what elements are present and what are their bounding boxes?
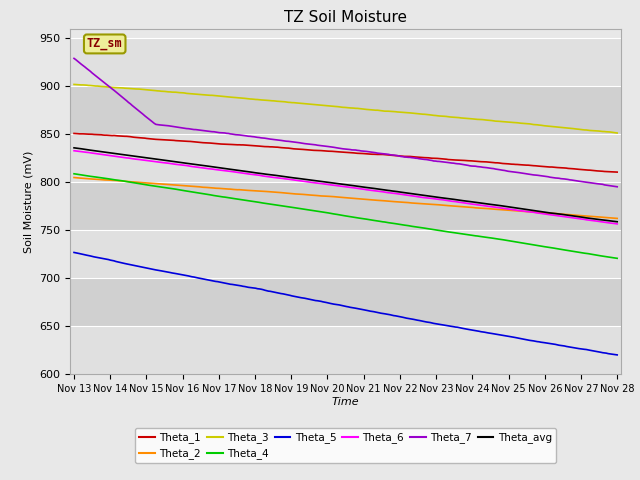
- Theta_2: [392, 199, 399, 204]
- Theta_3: [70, 82, 78, 87]
- Theta_2: [394, 199, 401, 205]
- Theta_3: [528, 121, 536, 127]
- X-axis label: Time: Time: [332, 397, 360, 407]
- Theta_7: [392, 153, 399, 158]
- Theta_4: [563, 247, 570, 253]
- Theta_6: [72, 148, 79, 154]
- Line: Theta_1: Theta_1: [74, 133, 617, 172]
- Theta_avg: [394, 189, 401, 194]
- Theta_5: [403, 315, 410, 321]
- Theta_7: [394, 153, 401, 158]
- Y-axis label: Soil Moisture (mV): Soil Moisture (mV): [24, 150, 34, 253]
- Theta_6: [70, 148, 78, 154]
- Theta_1: [613, 169, 621, 175]
- Theta_6: [394, 191, 401, 197]
- Theta_6: [528, 209, 536, 215]
- Theta_avg: [72, 145, 79, 151]
- Text: TZ_sm: TZ_sm: [87, 37, 122, 50]
- Theta_1: [392, 153, 399, 158]
- Theta_2: [613, 216, 621, 221]
- Bar: [70, 182, 621, 230]
- Theta_2: [403, 200, 410, 205]
- Legend: Theta_1, Theta_2, Theta_3, Theta_4, Theta_5, Theta_6, Theta_7, Theta_avg: Theta_1, Theta_2, Theta_3, Theta_4, Thet…: [135, 428, 556, 463]
- Bar: [70, 86, 621, 134]
- Theta_3: [563, 125, 570, 131]
- Theta_4: [70, 171, 78, 177]
- Theta_2: [528, 209, 536, 215]
- Theta_7: [72, 57, 79, 62]
- Line: Theta_7: Theta_7: [74, 59, 617, 187]
- Theta_4: [613, 255, 621, 261]
- Theta_avg: [392, 189, 399, 194]
- Theta_3: [403, 110, 410, 116]
- Theta_5: [70, 250, 78, 255]
- Theta_7: [70, 56, 78, 61]
- Line: Theta_5: Theta_5: [74, 252, 617, 355]
- Theta_1: [403, 154, 410, 159]
- Line: Theta_3: Theta_3: [74, 84, 617, 133]
- Theta_6: [403, 192, 410, 198]
- Bar: [70, 278, 621, 326]
- Theta_1: [563, 165, 570, 171]
- Theta_5: [613, 352, 621, 358]
- Line: Theta_2: Theta_2: [74, 178, 617, 218]
- Line: Theta_6: Theta_6: [74, 151, 617, 224]
- Theta_avg: [528, 207, 536, 213]
- Line: Theta_4: Theta_4: [74, 174, 617, 258]
- Theta_5: [394, 313, 401, 319]
- Theta_4: [394, 221, 401, 227]
- Theta_5: [563, 344, 570, 349]
- Theta_4: [392, 221, 399, 227]
- Theta_1: [70, 131, 78, 136]
- Theta_5: [392, 313, 399, 319]
- Theta_7: [403, 154, 410, 160]
- Theta_7: [613, 184, 621, 190]
- Theta_avg: [403, 190, 410, 196]
- Theta_2: [70, 175, 78, 180]
- Line: Theta_avg: Theta_avg: [74, 148, 617, 222]
- Theta_7: [563, 176, 570, 182]
- Theta_3: [613, 130, 621, 136]
- Theta_3: [72, 82, 79, 87]
- Bar: [70, 326, 621, 374]
- Theta_avg: [563, 212, 570, 218]
- Theta_4: [528, 241, 536, 247]
- Theta_4: [72, 171, 79, 177]
- Theta_avg: [613, 219, 621, 225]
- Theta_7: [528, 172, 536, 178]
- Theta_5: [72, 250, 79, 256]
- Bar: [70, 134, 621, 182]
- Theta_1: [528, 163, 536, 168]
- Theta_1: [72, 131, 79, 136]
- Theta_6: [563, 214, 570, 220]
- Theta_3: [392, 109, 399, 115]
- Bar: [70, 230, 621, 278]
- Theta_avg: [70, 145, 78, 151]
- Bar: [70, 38, 621, 86]
- Theta_3: [394, 109, 401, 115]
- Theta_6: [392, 191, 399, 196]
- Theta_2: [563, 212, 570, 217]
- Theta_5: [528, 338, 536, 344]
- Title: TZ Soil Moisture: TZ Soil Moisture: [284, 10, 407, 25]
- Theta_4: [403, 222, 410, 228]
- Theta_1: [394, 153, 401, 158]
- Theta_6: [613, 221, 621, 227]
- Theta_2: [72, 175, 79, 180]
